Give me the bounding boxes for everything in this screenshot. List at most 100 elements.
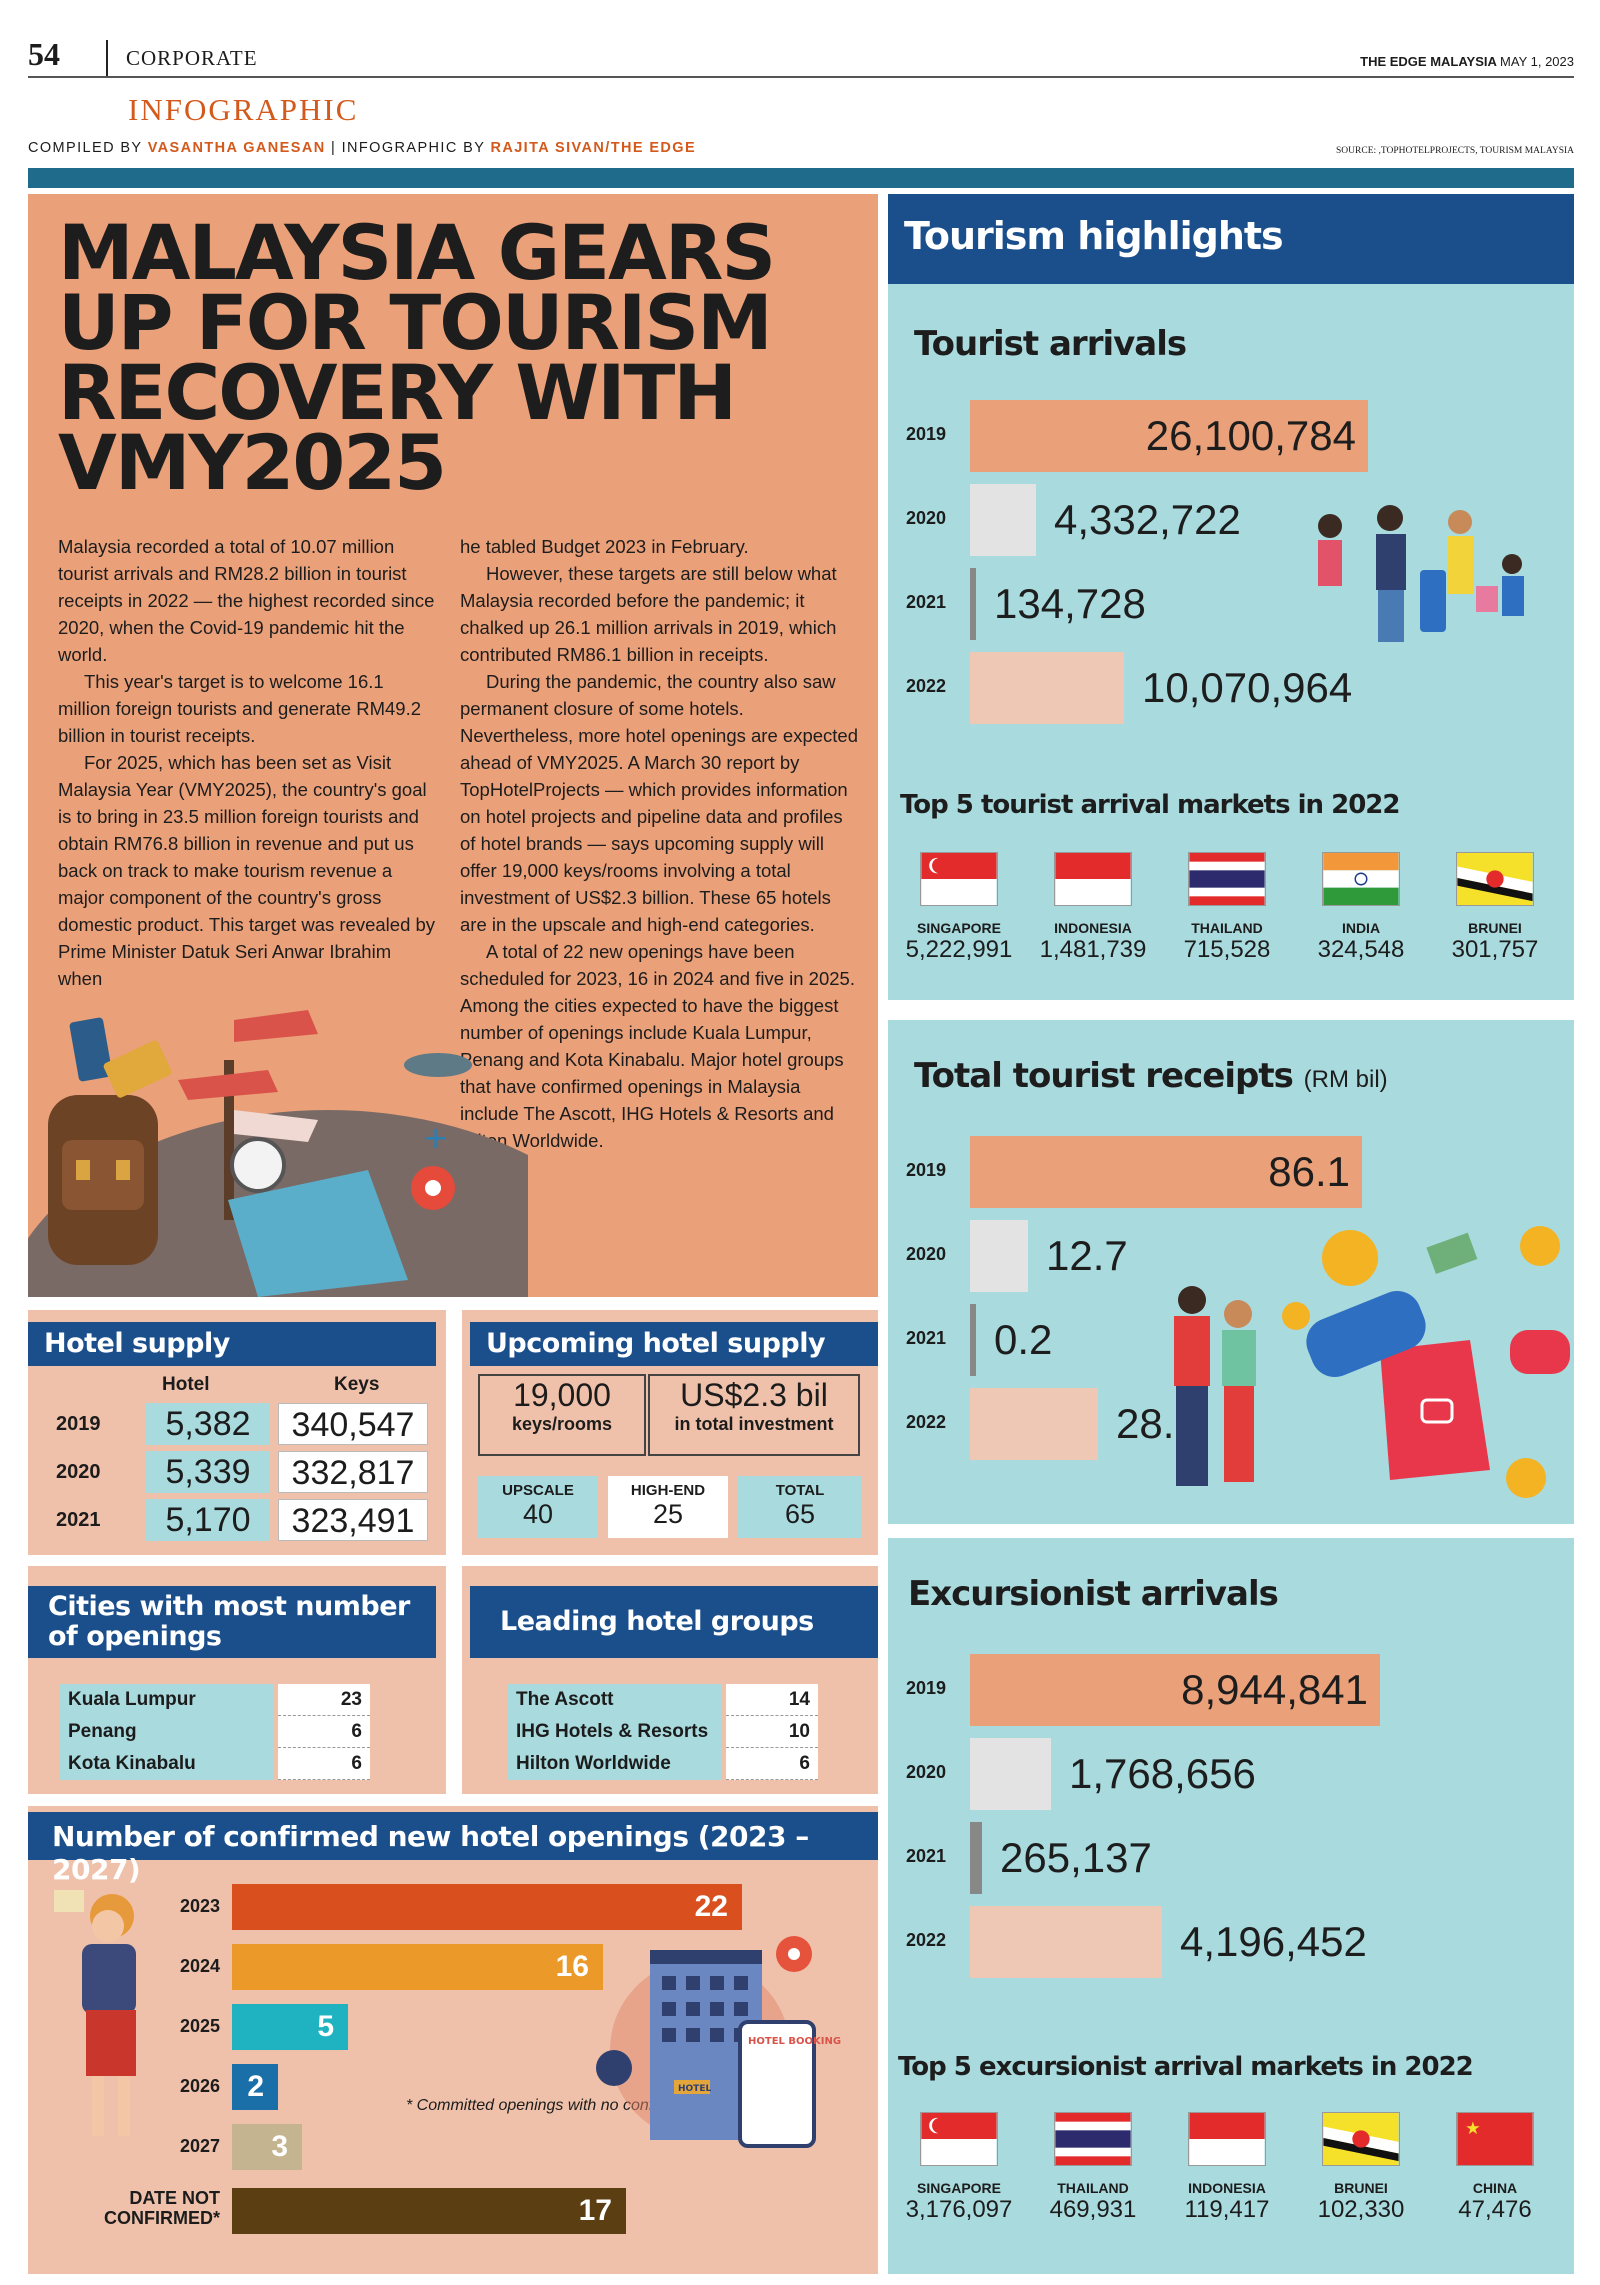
cities-table: Kuala Lumpur 23 Penang 6 Kota Kinabalu 6 — [60, 1684, 370, 1780]
keys-count: 332,817 — [278, 1451, 428, 1493]
traveler-illustration — [54, 1890, 136, 2136]
group-name: Hilton Worldwide — [508, 1748, 722, 1780]
header-rule — [28, 76, 1574, 78]
table-row: IHG Hotels & Resorts 10 — [508, 1716, 818, 1748]
group-name: IHG Hotels & Resorts — [508, 1716, 722, 1748]
country-value: 3,176,097 — [905, 2196, 1013, 2223]
keys-count: 323,491 — [278, 1499, 428, 1541]
shorts-shape — [86, 2010, 136, 2076]
paragraph: This year's target is to welcome 16.1 mi… — [58, 671, 421, 746]
hotel-count: 5,339 — [146, 1451, 270, 1493]
brand-name: THE EDGE MALAYSIA — [1360, 54, 1497, 69]
year-label: 2019 — [906, 1678, 947, 1698]
hotel-sign: HOTEL — [678, 2084, 711, 2094]
plus-icon: + — [423, 1121, 448, 1156]
total-stat: TOTAL 65 — [738, 1476, 862, 1538]
arm-shape — [1306, 1290, 1426, 1378]
phone-icon — [738, 2020, 816, 2148]
bar — [970, 484, 1036, 556]
article-column-2: he tabled Budget 2023 in February. Howev… — [460, 533, 858, 1154]
booking-sign: HOTEL BOOKING — [748, 2036, 841, 2047]
city-name: Penang — [60, 1716, 274, 1748]
country-value: 119,417 — [1184, 2196, 1270, 2223]
data-label: 86.1 — [1268, 1148, 1350, 1195]
hotel-count: 5,170 — [146, 1499, 270, 1541]
paragraph: Malaysia recorded a total of 10.07 milli… — [58, 536, 435, 665]
bar — [970, 1654, 1380, 1726]
market-item: INDONESIA 119,417 — [1160, 2112, 1294, 2224]
tourist-arrivals-title: Tourist arrivals — [914, 324, 1187, 364]
bar — [970, 652, 1124, 724]
coin-icon — [1282, 1302, 1310, 1330]
city-count: 6 — [278, 1748, 370, 1780]
table-row: 2020 5,339 332,817 — [56, 1448, 436, 1496]
table-row: Kuala Lumpur 23 — [60, 1684, 370, 1716]
arm-shape — [1510, 1330, 1570, 1374]
hotel-count: 5,382 — [146, 1403, 270, 1445]
country-name: THAILAND — [1057, 2180, 1129, 2196]
upscale-value: 40 — [522, 1499, 554, 1529]
keys-label: keys/rooms — [511, 1414, 613, 1434]
market-item: THAILAND 715,528 — [1160, 852, 1294, 964]
data-label: 265,137 — [1000, 1834, 1152, 1881]
brunei-flag-icon — [1294, 2112, 1428, 2170]
china-flag-icon: ★ — [1428, 2112, 1562, 2170]
keys-count: 340,547 — [278, 1403, 428, 1445]
data-label: 134,728 — [994, 580, 1146, 627]
coin-icon — [1322, 1230, 1378, 1286]
bar — [970, 400, 1368, 472]
shopping-bag-icon — [1476, 586, 1498, 612]
row-year: 2021 — [56, 1508, 101, 1531]
svg-text:★: ★ — [1465, 2119, 1481, 2139]
credits-mid: | INFOGRAPHIC BY — [325, 140, 491, 156]
tourist-receipts-chart: 2019 86.1 2020 12.7 2021 0.2 2022 28.2 — [906, 1136, 1566, 1480]
excursionist-markets-row: SINGAPORE 3,176,097 THAILAND 469,931 INDONES… — [892, 2112, 1572, 2242]
upscale-label: UPSCALE — [502, 1482, 574, 1499]
country-value: 301,757 — [1451, 936, 1539, 963]
year-label: 2019 — [906, 424, 947, 444]
column-header-hotel: Hotel — [162, 1374, 210, 1395]
map-icon — [54, 1890, 84, 1912]
country-name: THAILAND — [1191, 920, 1263, 936]
paragraph: During the pandemic, the country also sa… — [460, 671, 858, 935]
country-name: BRUNEI — [1468, 920, 1522, 936]
passport-icon — [69, 1017, 113, 1082]
group-count: 10 — [726, 1716, 818, 1748]
tourist-markets-title: Top 5 tourist arrival markets in 2022 — [900, 790, 1400, 820]
bar: 16 — [232, 1944, 603, 1990]
bar: 22 — [232, 1884, 742, 1930]
data-label: 4,332,722 — [1054, 496, 1241, 543]
country-value: 715,528 — [1183, 936, 1271, 963]
india-flag-icon — [1294, 852, 1428, 910]
city-count: 23 — [278, 1684, 370, 1716]
data-label: 4,196,452 — [1180, 1918, 1367, 1965]
city-count: 6 — [278, 1716, 370, 1748]
shirt-shape — [82, 1944, 136, 2014]
signpost-icon — [224, 1060, 234, 1220]
year-label: 2021 — [906, 592, 947, 612]
bar — [970, 1220, 1028, 1292]
tourist-family-illustration — [1318, 505, 1524, 642]
bar — [970, 1388, 1098, 1460]
bar — [970, 1906, 1162, 1978]
bar: 2 — [232, 2064, 278, 2110]
market-item: ★ CHINA 47,476 — [1428, 2112, 1562, 2224]
bar: 3 — [232, 2124, 302, 2170]
country-name: SINGAPORE — [916, 920, 1001, 936]
banknote-icon — [1426, 1232, 1478, 1274]
investment-label: in total investment — [674, 1414, 834, 1434]
country-name: CHINA — [1472, 2180, 1518, 2196]
country-value: 1,481,739 — [1039, 936, 1147, 963]
market-item: THAILAND 469,931 — [1026, 2112, 1160, 2224]
keys-summary: 19,000 keys/rooms — [478, 1374, 646, 1456]
receipts-unit: (RM bil) — [1303, 1066, 1388, 1093]
year-label: 2025 — [179, 2016, 220, 2036]
tourist-receipts-title: Total tourist receipts (RM bil) — [914, 1056, 1388, 1096]
investment-value: US$2.3 bil — [680, 1377, 828, 1413]
country-name: INDONESIA — [1188, 2180, 1266, 2196]
paragraph: he tabled Budget 2023 in February. — [460, 536, 749, 557]
market-item: INDONESIA 1,481,739 — [1026, 852, 1160, 964]
coin-icon — [1520, 1226, 1560, 1266]
table-row: 2021 5,170 323,491 — [56, 1496, 436, 1544]
country-name: BRUNEI — [1334, 2180, 1388, 2196]
